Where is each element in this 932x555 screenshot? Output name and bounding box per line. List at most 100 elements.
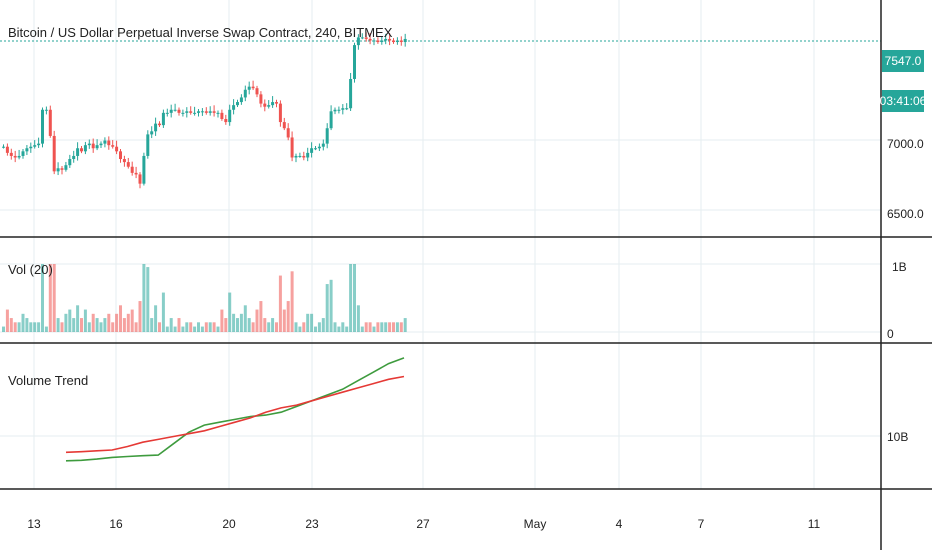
candle-body [220, 112, 224, 119]
candle-body [349, 78, 353, 109]
volume-bar [146, 267, 150, 332]
volume-bar [5, 309, 9, 332]
candle-body [138, 174, 142, 184]
volume-bar [17, 322, 21, 332]
candle-body [239, 97, 243, 103]
candle-body [13, 155, 17, 158]
candle-body [91, 143, 95, 149]
volume-bar [403, 318, 407, 332]
chart-title: Bitcoin / US Dollar Perpetual Inverse Sw… [8, 25, 393, 40]
volume-bar [52, 264, 56, 332]
volume-bar [360, 326, 364, 332]
volume-bar [314, 326, 317, 332]
volume-bar [185, 322, 189, 332]
volume-bar [325, 284, 329, 332]
candle-body [17, 155, 21, 158]
volume-bar [275, 322, 278, 332]
volume-bar [251, 322, 255, 332]
candle-body [64, 165, 68, 170]
candle-body [263, 103, 267, 107]
date-label: 20 [222, 517, 236, 531]
date-label: 4 [616, 517, 623, 531]
candle-body [337, 109, 341, 111]
candle-body [232, 105, 236, 110]
volume-bar [204, 322, 208, 332]
volume-bar [212, 322, 216, 332]
candle-body [99, 143, 103, 146]
candle-body [298, 155, 302, 157]
candle-body [169, 109, 173, 113]
trend-pane-label[interactable]: Volume Trend [8, 373, 88, 388]
volume-bar [72, 318, 76, 332]
volume-bar [126, 313, 130, 332]
volume-bar [150, 318, 154, 332]
volume-bar [302, 322, 306, 332]
candle-body [372, 40, 376, 42]
candle-body [25, 148, 29, 152]
volume-bar [80, 318, 83, 332]
volume-bar [2, 326, 5, 332]
candle-body [146, 134, 150, 156]
volume-bar [9, 318, 13, 332]
candle-body [251, 86, 255, 89]
volume-bar [247, 318, 251, 332]
candle-body [185, 111, 189, 113]
volume-bar [372, 326, 376, 332]
volume-bar [95, 318, 99, 332]
candle-body [321, 143, 325, 147]
candle-body [314, 148, 317, 150]
volume-bar [267, 322, 271, 332]
candle-body [197, 111, 200, 113]
candle-body [119, 151, 122, 160]
candle-body [21, 151, 25, 156]
volume-bar [399, 322, 403, 332]
volume-bar [317, 322, 321, 332]
candle-body [122, 159, 126, 163]
date-label: 16 [109, 517, 123, 531]
volume-bar [41, 264, 44, 332]
candle-body [255, 88, 259, 95]
candle-body [392, 40, 395, 43]
volume-bar [33, 322, 37, 332]
volume-bar [103, 318, 107, 332]
candle-body [329, 111, 333, 129]
volume-bar [329, 279, 333, 332]
candle-body [41, 109, 44, 144]
volume-bar [107, 313, 111, 332]
candle-body [286, 128, 290, 138]
candle-body [107, 140, 111, 146]
candle-body [384, 38, 388, 41]
candle-body [87, 143, 91, 146]
volume-pane-label[interactable]: Vol (20) [8, 262, 53, 277]
candle-body [134, 172, 138, 175]
candle-body [80, 148, 83, 152]
candle-body [165, 112, 169, 114]
candle-body [95, 145, 99, 149]
candle-body [37, 143, 41, 146]
candle-body [275, 102, 278, 104]
volume-bar [337, 326, 341, 332]
volume-bar [286, 301, 290, 332]
date-label: 23 [305, 517, 319, 531]
volume-bar [158, 322, 161, 332]
volume-bar [353, 264, 356, 332]
volume-bar [87, 322, 91, 332]
candle-body [236, 102, 239, 106]
candle-body [403, 38, 407, 43]
candle-body [204, 111, 208, 113]
countdown-badge [882, 90, 924, 112]
volume-bar [193, 326, 197, 332]
candle-body [56, 168, 60, 172]
candle-body [212, 111, 216, 113]
candle-body [161, 112, 165, 126]
volume-bar [134, 322, 138, 332]
candle-body [388, 38, 392, 41]
candle-body [142, 155, 146, 184]
volume-bar [29, 322, 33, 332]
volume-bar [25, 318, 29, 332]
volume-bar [384, 322, 388, 332]
candle-body [173, 109, 177, 111]
volume-bar [356, 305, 360, 332]
candle-body [360, 37, 364, 39]
